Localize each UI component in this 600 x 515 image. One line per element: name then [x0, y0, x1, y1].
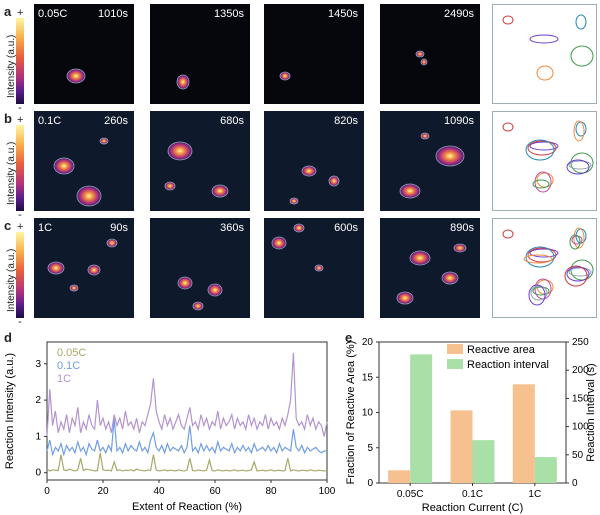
series-line-1C: [46, 352, 328, 437]
microscopy-tile: 0.05C 1010s: [34, 4, 134, 104]
x-tick-label: 20: [97, 486, 109, 497]
rate-label: 0.1C: [38, 115, 62, 127]
y-axis-label: Reaction Intensity (a.u.): [4, 353, 16, 469]
colorbar-title: Intensity (a.u.): [6, 141, 17, 205]
time-label: 90s: [110, 222, 128, 234]
legend-swatch: [447, 359, 463, 369]
colorbar-plus: +: [17, 7, 24, 19]
colorbar-minus: -: [18, 316, 22, 328]
colorbar-minus: -: [18, 209, 22, 221]
legend-entry: 1C: [57, 373, 71, 385]
microscopy-tile: 1090s: [380, 111, 480, 211]
panel-label-c: c: [4, 218, 12, 233]
y-tick-label: 2: [35, 395, 41, 406]
microscopy-tile: 1C 90s: [34, 218, 134, 318]
y-tick-label: 0: [35, 468, 41, 479]
legend-entry: 0.1C: [57, 360, 80, 372]
microscopy-tile: 820s: [264, 111, 364, 211]
x-tick-label: 0.1C: [462, 489, 483, 500]
bar-chart-e: 0.05C 0.1C 1C05101520050100150200250Reacti…: [345, 337, 597, 514]
bar-reaction-interval: [410, 354, 433, 483]
y-right-axis-label: Reaction Interval (s): [585, 363, 597, 461]
microscopy-tile: 680s: [150, 111, 250, 211]
rate-label: 0.05C: [38, 8, 68, 20]
time-label: 890s: [450, 222, 474, 234]
y-right-tick-label: 50: [572, 450, 584, 461]
colorbar-plus: +: [17, 114, 24, 126]
series-line-0.05C: [46, 452, 328, 472]
x-tick-label: 80: [265, 486, 277, 497]
microscopy-tile: 0.1C 260s: [34, 111, 134, 211]
bar-reactive-area: [450, 410, 473, 483]
colorbar: [16, 232, 24, 318]
bar-reaction-interval: [472, 440, 495, 483]
panel-label-b: b: [4, 111, 12, 126]
colorbar: [16, 18, 24, 104]
bar-reactive-area: [512, 384, 535, 483]
time-label: 1450s: [328, 8, 358, 20]
y-tick-label: 1: [35, 431, 41, 442]
bar-reactive-area: [388, 470, 411, 483]
time-label: 680s: [220, 115, 244, 127]
time-label: 820s: [334, 115, 358, 127]
x-axis-label: Reaction Current (C): [422, 502, 523, 514]
y-right-tick-label: 150: [572, 393, 589, 404]
legend-entry: Reactive area: [467, 344, 536, 356]
y-left-tick-label: 15: [362, 372, 374, 383]
time-label: 260s: [104, 115, 128, 127]
y-right-tick-label: 0: [572, 478, 578, 489]
panel-label-d: d: [4, 330, 12, 345]
colorbar-title: Intensity (a.u.): [6, 248, 17, 312]
y-left-tick-label: 0: [367, 478, 373, 489]
colorbar-title: Intensity (a.u.): [6, 34, 17, 98]
series-line-0.1C: [46, 418, 327, 457]
legend-entry: 0.05C: [57, 347, 86, 359]
colorbar: [16, 125, 24, 211]
microscopy-tile: 360s: [150, 218, 250, 318]
y-left-axis-label: Fraction of Reactive Area (%): [345, 341, 357, 485]
microscopy-tile: 1350s: [150, 4, 250, 104]
microscopy-tile: 1450s: [264, 4, 364, 104]
y-right-tick-label: 100: [572, 422, 589, 433]
panel-label-e: e: [345, 330, 353, 345]
x-axis-label: Extent of Reaction (%): [132, 501, 242, 513]
colorbar-minus: -: [18, 102, 22, 114]
y-right-tick-label: 250: [572, 337, 589, 348]
y-left-tick-label: 5: [367, 443, 373, 454]
legend-entry: Reaction interval: [467, 359, 549, 371]
x-tick-label: 0.05C: [397, 489, 424, 500]
contour-overlay: [492, 4, 597, 104]
microscopy-tile: 2490s: [380, 4, 480, 104]
x-tick-label: 1C: [528, 489, 541, 500]
time-label: 360s: [220, 222, 244, 234]
legend-swatch: [447, 344, 463, 354]
contour-overlay: [492, 218, 597, 318]
bar-reaction-interval: [534, 457, 557, 483]
time-label: 1350s: [214, 8, 244, 20]
panel-label-a: a: [4, 4, 12, 19]
microscopy-tile: 890s: [380, 218, 480, 318]
x-tick-label: 0: [44, 486, 50, 497]
x-tick-label: 100: [319, 486, 336, 497]
plot-frame: [46, 341, 328, 481]
time-label: 600s: [334, 222, 358, 234]
microscopy-tile: 600s: [264, 218, 364, 318]
rate-label: 1C: [38, 222, 53, 234]
time-label: 2490s: [444, 8, 474, 20]
y-left-tick-label: 20: [362, 337, 374, 348]
time-label: 1090s: [444, 115, 474, 127]
colorbar-plus: +: [17, 221, 24, 233]
time-label: 1010s: [98, 8, 128, 20]
x-tick-label: 40: [153, 486, 165, 497]
y-left-tick-label: 10: [362, 408, 374, 419]
contour-overlay: [492, 111, 597, 211]
y-right-tick-label: 200: [572, 365, 589, 376]
y-tick-label: 3: [35, 359, 41, 370]
x-tick-label: 60: [209, 486, 221, 497]
